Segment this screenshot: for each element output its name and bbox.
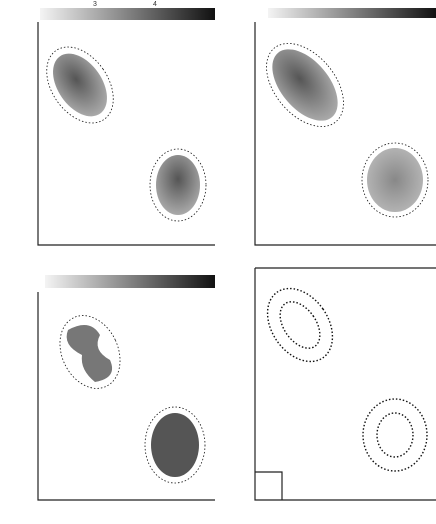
panel-4 xyxy=(254,267,436,501)
contour xyxy=(376,412,414,458)
colorbar-tick: 4 xyxy=(153,1,157,8)
contour xyxy=(362,398,428,472)
source xyxy=(66,325,113,382)
colorbar xyxy=(45,275,215,288)
contour xyxy=(59,315,121,389)
colorbar xyxy=(40,8,215,20)
axes xyxy=(254,267,436,501)
contour xyxy=(144,406,206,484)
panel-1: 3 4 xyxy=(37,1,215,246)
axes xyxy=(37,292,215,501)
axes xyxy=(37,22,215,246)
axes xyxy=(254,22,436,246)
colorbar-tick: 3 xyxy=(93,1,97,8)
contour xyxy=(266,287,334,363)
source xyxy=(367,148,423,212)
contour xyxy=(279,301,321,349)
source xyxy=(156,155,200,215)
source xyxy=(272,49,338,121)
contour xyxy=(46,46,114,124)
panel-3 xyxy=(37,275,215,501)
contour xyxy=(361,142,429,218)
panel-2 xyxy=(254,8,436,246)
colorbar xyxy=(268,8,436,18)
source xyxy=(53,53,107,117)
inset-box xyxy=(255,471,283,500)
source xyxy=(151,413,199,477)
contour xyxy=(149,148,207,222)
